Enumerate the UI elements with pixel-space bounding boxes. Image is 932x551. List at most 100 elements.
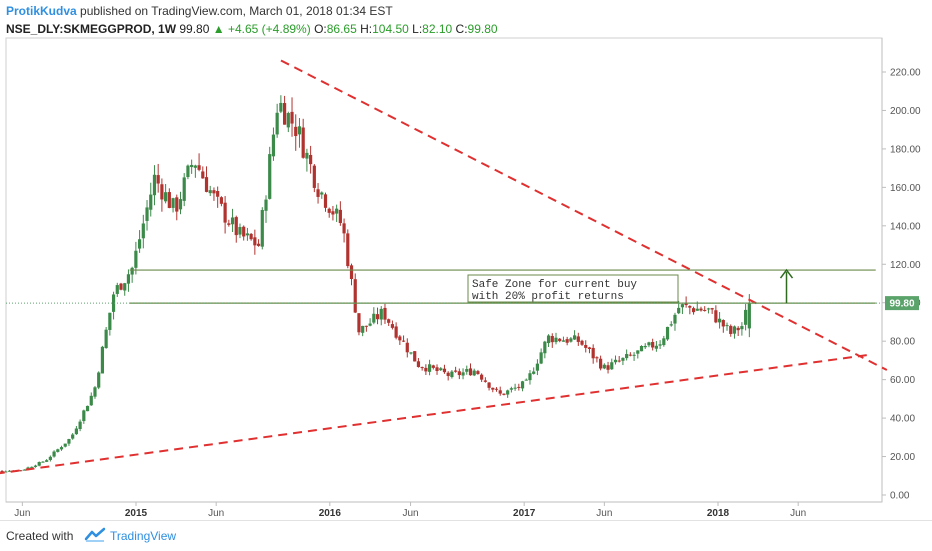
candle-body — [729, 325, 733, 334]
candle-body — [349, 265, 354, 280]
candle-body — [305, 152, 309, 159]
candle-body — [706, 308, 711, 310]
candle-body — [178, 199, 183, 210]
tradingview-logo-icon[interactable] — [84, 527, 106, 543]
candle-body — [45, 460, 49, 462]
candle-body — [558, 338, 562, 342]
candle-body — [450, 371, 454, 378]
candle-body — [89, 395, 93, 406]
candle-body — [164, 192, 168, 202]
candle-body — [431, 365, 435, 368]
candle-body — [394, 326, 398, 338]
candle-body — [204, 177, 209, 192]
target-arrow-head — [779, 268, 794, 279]
x-tick-label: Jun — [14, 508, 30, 519]
y-tick-label: 220.00 — [890, 68, 921, 79]
candle-body — [115, 285, 119, 294]
y-tick-label: 20.00 — [890, 452, 915, 463]
candle-body — [587, 347, 592, 349]
candle-body — [301, 127, 305, 158]
candle-body — [0, 471, 4, 473]
candle-body — [264, 199, 268, 211]
candle-body — [97, 372, 101, 388]
y-tick-label: 180.00 — [890, 144, 921, 155]
candle-body — [190, 164, 194, 168]
candle-body — [375, 314, 380, 320]
candle-body — [662, 338, 666, 346]
candle-body — [446, 372, 450, 376]
candle-body — [427, 364, 432, 372]
price-chart[interactable]: 0.0020.0040.0060.0080.00100.00120.00140.… — [0, 0, 932, 520]
candle-body — [234, 217, 238, 236]
candle-body — [219, 197, 223, 204]
candle-body — [439, 368, 443, 371]
candle-body — [67, 439, 71, 444]
candle-body — [108, 312, 112, 330]
candle-body — [245, 233, 250, 236]
y-tick-label: 200.00 — [890, 106, 921, 117]
candle-body — [550, 336, 554, 343]
candle-body — [520, 381, 525, 389]
last-price: 99.80 — [179, 22, 210, 36]
candle-body — [327, 208, 331, 213]
open-value: 86.65 — [326, 22, 357, 36]
candle-body — [71, 434, 75, 439]
candle-body — [405, 342, 409, 353]
up-triangle-icon: ▲ — [212, 22, 225, 36]
ohlc-legend: NSE_DLY:SKMEGGPROD, 1W 99.80 ▲ +4.65 (+4… — [6, 22, 498, 36]
candle-body — [591, 347, 595, 359]
candle-body — [714, 310, 718, 323]
candle-body — [502, 393, 506, 395]
candle-body — [37, 462, 41, 466]
y-tick-label: 0.00 — [890, 491, 910, 502]
candle-body — [271, 134, 276, 157]
candle-body — [279, 102, 283, 112]
candle-body — [387, 319, 391, 323]
candle-body — [636, 350, 640, 354]
candle-body — [78, 421, 82, 429]
safe-zone-note: Safe Zone for current buy with 20% profi… — [467, 274, 679, 303]
author-name[interactable]: ProtikKudva — [6, 4, 77, 18]
candle-body — [517, 386, 521, 388]
candle-body — [539, 352, 543, 364]
candle-body — [216, 191, 220, 197]
candle-body — [468, 368, 473, 376]
candle-body — [242, 226, 246, 237]
candle-body — [41, 461, 45, 463]
candle-body — [628, 354, 632, 356]
candle-body — [744, 309, 748, 325]
candle-body — [275, 112, 279, 135]
candle-body — [312, 165, 316, 188]
x-tick-label: 2018 — [707, 508, 730, 519]
candle-body — [52, 451, 56, 457]
candle-body — [227, 223, 231, 225]
candle-body — [197, 165, 201, 170]
candle-body — [290, 111, 294, 124]
y-tick-label: 140.00 — [890, 221, 921, 232]
candle-body — [368, 323, 372, 326]
x-tick-label: Jun — [402, 508, 418, 519]
candle-body — [509, 388, 513, 390]
candle-body — [85, 405, 90, 412]
candle-body — [33, 465, 38, 467]
y-tick-label: 40.00 — [890, 414, 915, 425]
candle-body — [703, 309, 707, 311]
candle-body — [249, 233, 253, 240]
candle-body — [632, 354, 636, 356]
candle-body — [282, 103, 287, 125]
x-tick-label: Jun — [596, 508, 612, 519]
created-with-text: Created with — [6, 529, 74, 543]
candle-body — [480, 374, 484, 380]
high-value: 104.50 — [372, 22, 409, 36]
candle-body — [506, 390, 510, 395]
tradingview-link[interactable]: TradingView — [110, 529, 177, 543]
candle-body — [253, 237, 257, 246]
candle-body — [256, 243, 261, 246]
price-tag-label: 99.80 — [889, 299, 914, 310]
y-axis: 0.0020.0040.0060.0080.00100.00120.00140.… — [882, 68, 921, 502]
candle-body — [223, 202, 227, 223]
candle-body — [286, 113, 290, 128]
candle-body — [673, 314, 677, 324]
candle-body — [487, 382, 491, 388]
trendline — [280, 59, 888, 371]
